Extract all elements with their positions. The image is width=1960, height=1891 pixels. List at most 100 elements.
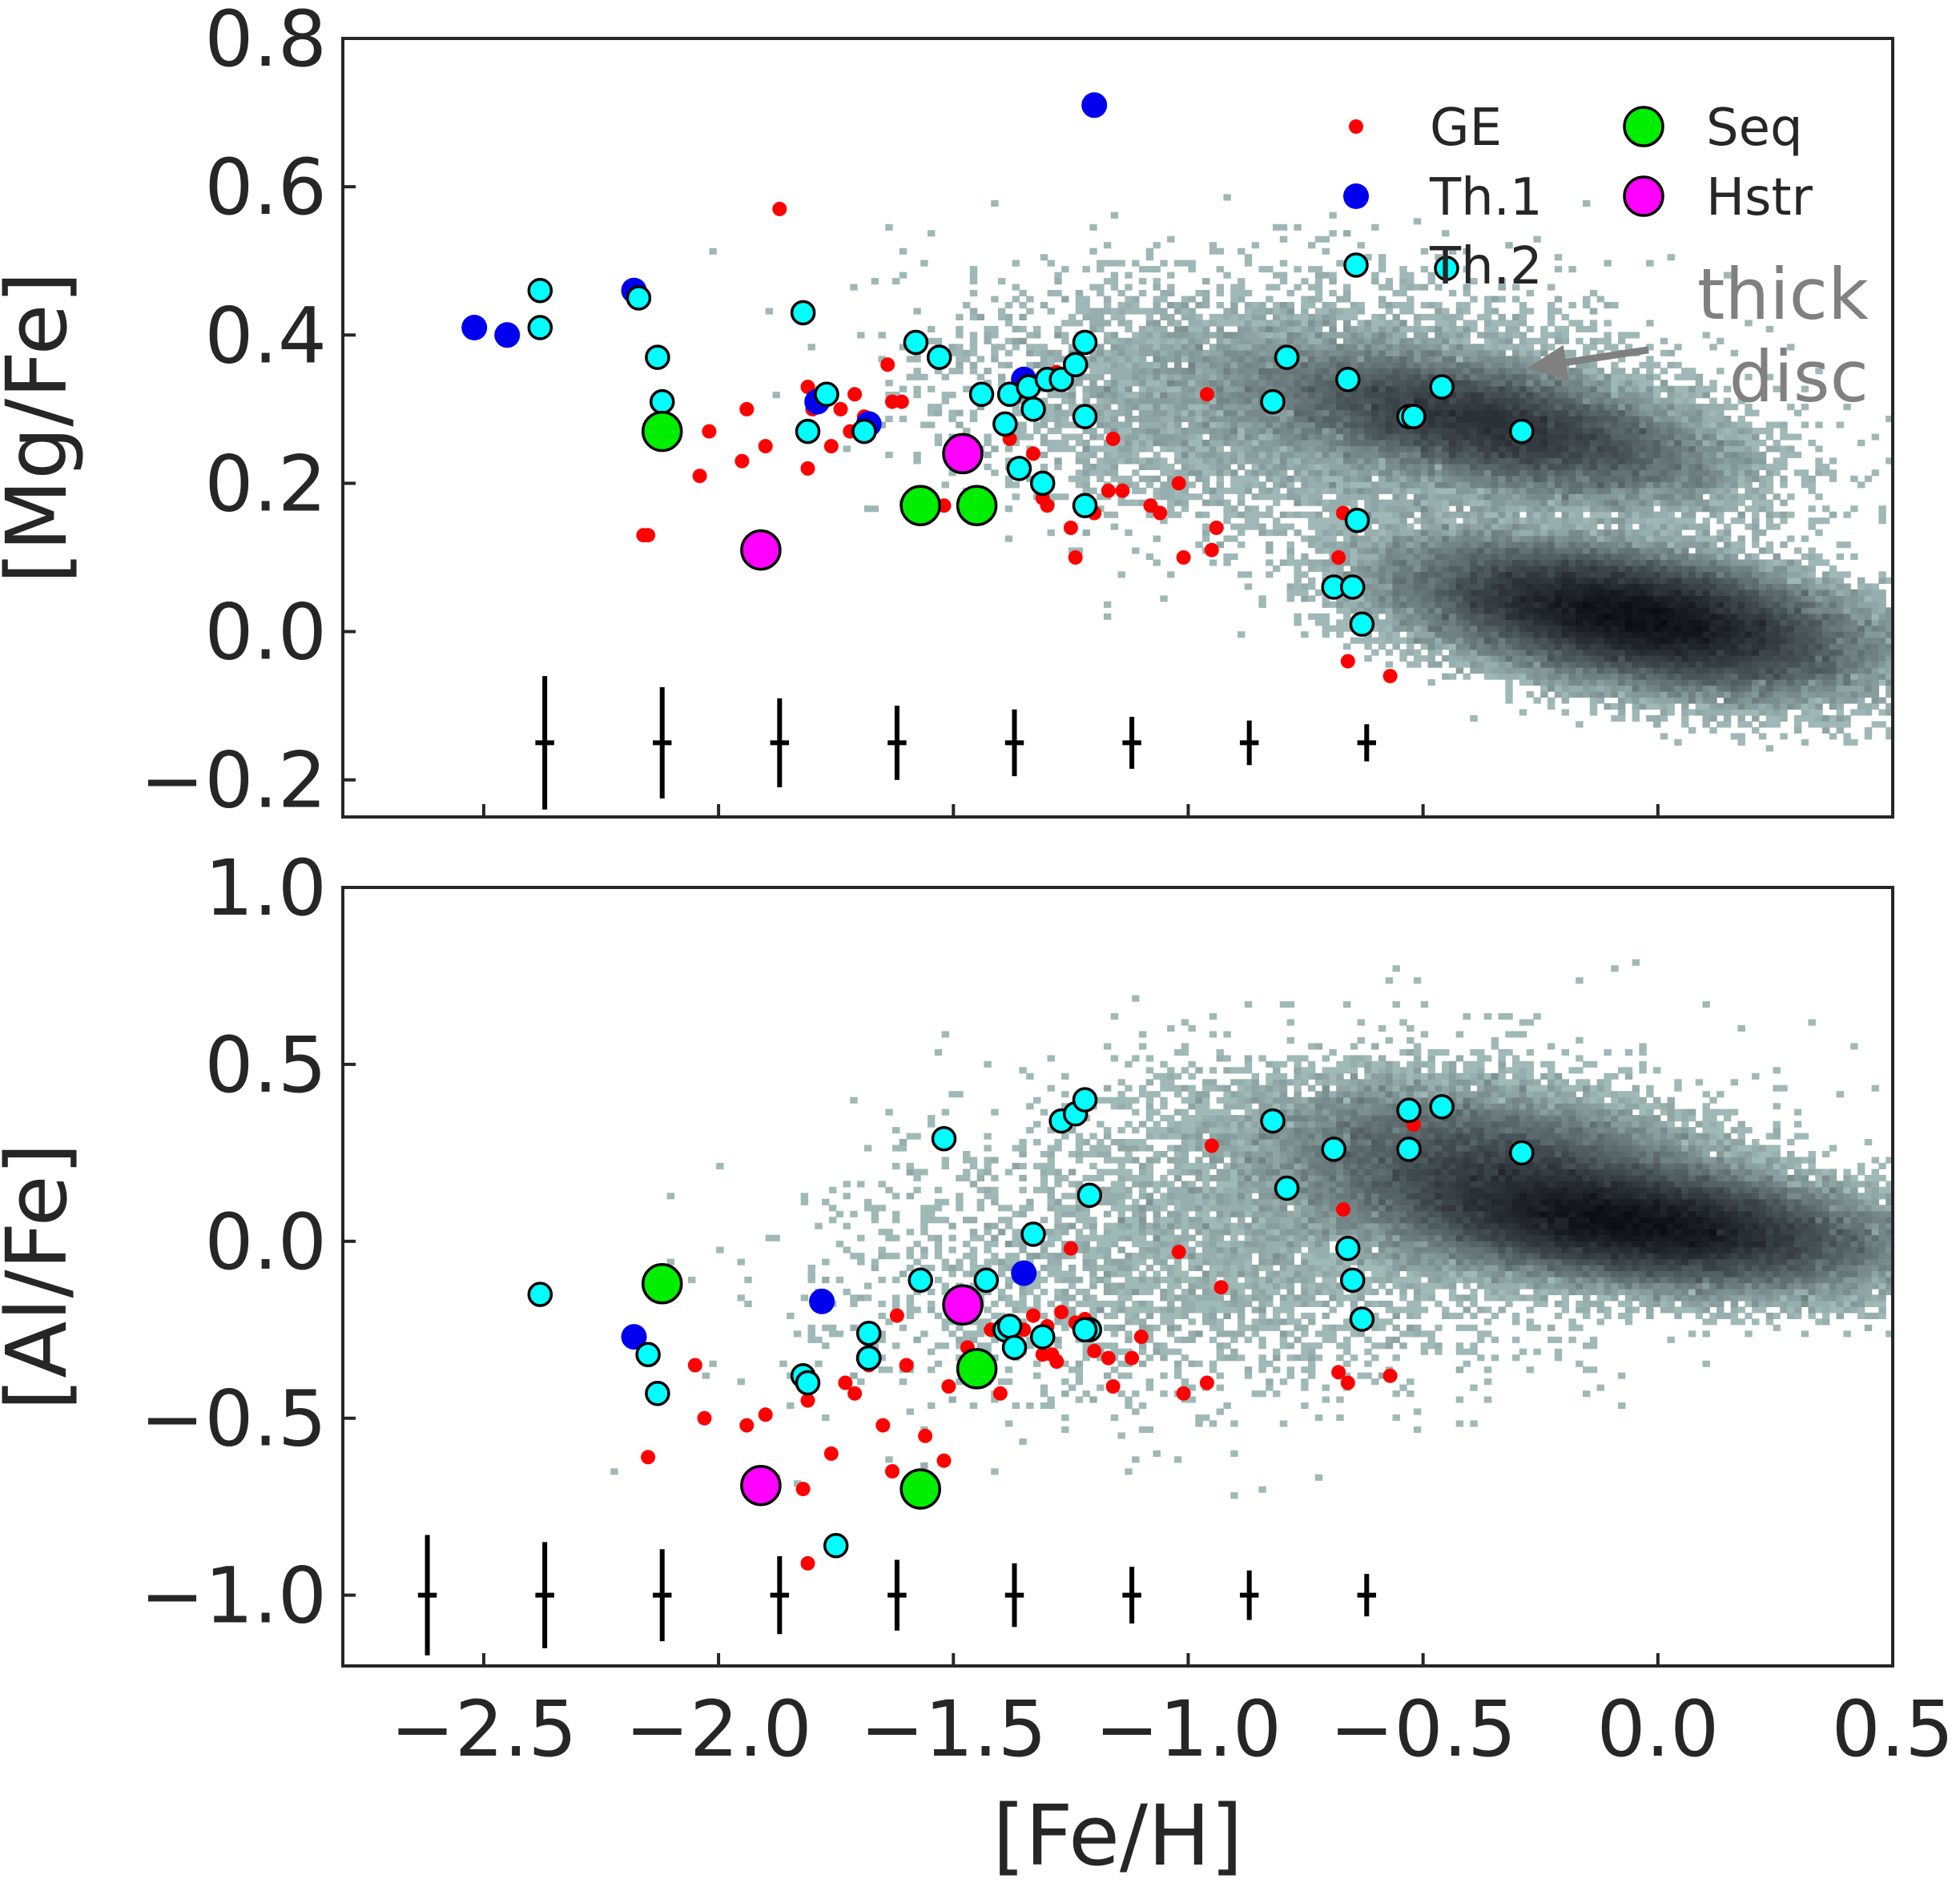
- density-cell: [1385, 523, 1394, 530]
- density-cell: [1660, 469, 1668, 477]
- density-cell: [1583, 373, 1591, 380]
- density-cell: [1371, 451, 1379, 458]
- density-cell: [1427, 529, 1435, 537]
- density-cell: [1829, 637, 1837, 644]
- density-cell: [1611, 702, 1619, 710]
- density-cell: [1723, 619, 1732, 626]
- density-cell: [1681, 487, 1689, 494]
- density-cell: [1752, 607, 1760, 614]
- density-cell: [1399, 553, 1407, 561]
- density-cell: [1470, 661, 1478, 668]
- density-cell: [1660, 493, 1668, 501]
- density-cell: [1343, 361, 1351, 368]
- density-cell: [1202, 380, 1210, 387]
- density-cell: [1589, 487, 1598, 494]
- density-cell: [1773, 469, 1781, 477]
- density-cell: [1181, 368, 1189, 375]
- density-cell: [1167, 463, 1175, 470]
- density-cell: [1455, 631, 1464, 638]
- density-cell: [1730, 631, 1739, 638]
- density-cell: [1745, 619, 1753, 626]
- density-cell: [1238, 451, 1246, 458]
- density-cell: [1477, 409, 1485, 416]
- density-cell: [1611, 416, 1619, 423]
- density-cell: [1752, 451, 1760, 458]
- density-cell: [1822, 463, 1830, 470]
- density-cell: [1216, 392, 1224, 399]
- density-cell: [1427, 433, 1435, 441]
- density-cell: [1399, 397, 1407, 404]
- density-cell: [1695, 589, 1704, 596]
- density-cell: [1512, 487, 1520, 494]
- density-cell: [1561, 553, 1569, 561]
- density-cell: [1314, 392, 1323, 399]
- density-cell: [1125, 529, 1133, 537]
- density-cell: [1512, 392, 1520, 399]
- density-cell: [885, 416, 893, 423]
- density-cell: [1674, 649, 1682, 656]
- density-cell: [1448, 601, 1457, 608]
- density-cell: [1448, 541, 1457, 549]
- density-cell: [1364, 571, 1372, 578]
- density-cell: [1526, 625, 1534, 632]
- density-cell: [1801, 619, 1809, 626]
- density-cell: [1138, 368, 1147, 375]
- density-cell: [1624, 421, 1633, 428]
- density-cell: [1238, 397, 1246, 404]
- density-cell: [1181, 385, 1189, 392]
- density-cell: [1618, 595, 1626, 602]
- density-cell: [1632, 380, 1640, 387]
- density-cell: [1576, 655, 1584, 662]
- density-cell: [1505, 392, 1513, 399]
- density-cell: [1554, 404, 1563, 411]
- density-cell: [1723, 601, 1732, 608]
- density-cell: [1477, 667, 1485, 674]
- density-cell: [1624, 529, 1633, 537]
- density-cell: [1688, 469, 1696, 477]
- density-cell: [1596, 631, 1604, 638]
- density-cell: [1780, 673, 1788, 680]
- density-cell: [1491, 463, 1499, 470]
- density-cell: [1695, 487, 1704, 494]
- density-cell: [1752, 661, 1760, 668]
- density-cell: [1632, 631, 1640, 638]
- density-cell: [1173, 404, 1182, 411]
- density-cell: [1483, 481, 1492, 489]
- density-cell: [1667, 553, 1675, 561]
- density-cell: [1695, 637, 1704, 644]
- density-cell: [1399, 547, 1407, 554]
- density-cell: [1505, 475, 1513, 482]
- density-cell: [1709, 691, 1717, 698]
- density-cell: [1589, 625, 1598, 632]
- density-cell: [1864, 667, 1873, 674]
- density-cell: [1808, 613, 1816, 620]
- density-cell: [1371, 404, 1379, 411]
- density-cell: [1273, 368, 1281, 375]
- density-cell: [1681, 475, 1689, 482]
- density-cell: [1801, 583, 1809, 590]
- density-cell: [920, 373, 928, 380]
- density-cell: [1209, 469, 1217, 477]
- density-cell: [1793, 589, 1802, 596]
- density-cell: [1793, 625, 1802, 632]
- density-cell: [1589, 631, 1598, 638]
- density-cell: [1301, 385, 1309, 392]
- density-cell: [1850, 673, 1858, 680]
- density-cell: [1540, 529, 1548, 537]
- density-cell: [1583, 499, 1591, 506]
- density-cell: [1223, 397, 1231, 404]
- density-cell: [1583, 404, 1591, 411]
- density-cell: [1519, 392, 1527, 399]
- density-cell: [1533, 547, 1541, 554]
- density-cell: [948, 409, 956, 416]
- density-cell: [1632, 385, 1640, 392]
- density-cell: [1709, 404, 1717, 411]
- density-cell: [1125, 380, 1133, 387]
- density-cell: [1470, 404, 1478, 411]
- density-cell: [1483, 547, 1492, 554]
- density-cell: [1864, 661, 1873, 668]
- density-cell: [1688, 595, 1696, 602]
- density-cell: [1413, 487, 1422, 494]
- density-cell: [1512, 517, 1520, 525]
- density-cell: [1477, 493, 1485, 501]
